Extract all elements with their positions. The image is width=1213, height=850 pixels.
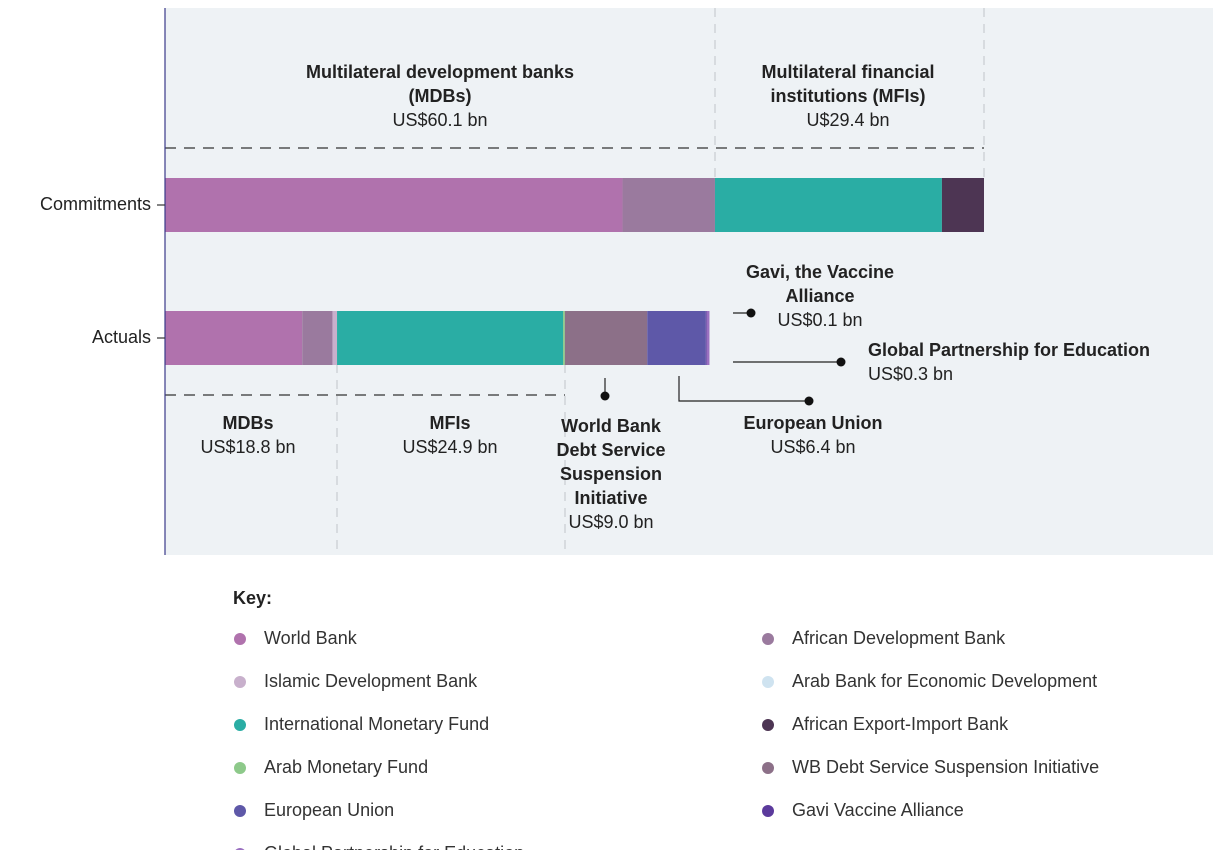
plot-background bbox=[165, 8, 1213, 555]
legend-label: Gavi Vaccine Alliance bbox=[792, 800, 964, 820]
connector-dot bbox=[600, 391, 610, 401]
legend-label: WB Debt Service Suspension Initiative bbox=[792, 757, 1100, 777]
annotation-title: Multilateral financial institutions (MFI… bbox=[761, 62, 935, 106]
annotation-title: Gavi, the Vaccine Alliance bbox=[745, 262, 895, 306]
legend-item: Gavi Vaccine Alliance bbox=[762, 800, 964, 821]
connector bbox=[678, 376, 808, 402]
legend-item: European Union bbox=[234, 800, 394, 821]
annotation: MDBs US$18.8 bn bbox=[158, 411, 338, 459]
legend-label: Global Partnership for Education bbox=[264, 843, 524, 850]
connector-dot bbox=[746, 308, 756, 318]
legend-item: WB Debt Service Suspension Initiative bbox=[762, 757, 1099, 778]
connectors bbox=[604, 312, 840, 402]
group-dividers bbox=[336, 8, 985, 555]
connector-dot bbox=[836, 357, 846, 367]
legend-label: World Bank bbox=[264, 628, 357, 648]
annotation-value: US$24.9 bn bbox=[402, 437, 498, 457]
legend-swatch bbox=[234, 632, 246, 645]
legend-swatch bbox=[762, 632, 774, 645]
y-tick-label: Commitments bbox=[40, 194, 151, 214]
legend-label: Arab Monetary Fund bbox=[264, 757, 429, 777]
bar-segment bbox=[941, 178, 984, 232]
legend-label: European Union bbox=[264, 800, 395, 820]
legend-swatch bbox=[234, 718, 246, 731]
annotation-title: MDBs bbox=[222, 413, 274, 433]
bar-segment bbox=[302, 311, 333, 365]
legend-swatch bbox=[234, 847, 246, 850]
annotation: European Union US$6.4 bn bbox=[713, 411, 913, 459]
legend-label: African Export-Import Bank bbox=[792, 714, 1009, 734]
legend-label: International Monetary Fund bbox=[264, 714, 490, 734]
y-tick-label: Actuals bbox=[92, 327, 151, 347]
bar-segment bbox=[332, 311, 338, 365]
annotation-title: Multilateral development banks (MDBs) bbox=[305, 62, 575, 106]
bar-segment bbox=[714, 178, 942, 232]
legend-label: Islamic Development Bank bbox=[264, 671, 478, 691]
annotation-value: US$18.8 bn bbox=[200, 437, 296, 457]
annotation-value: US$0.3 bn bbox=[868, 364, 954, 384]
bar-segment bbox=[705, 311, 707, 365]
legend-swatch bbox=[762, 804, 774, 817]
legend-item: International Monetary Fund bbox=[234, 714, 489, 735]
legend-swatch bbox=[762, 718, 774, 731]
annotation: Multilateral financial institutions (MFI… bbox=[728, 60, 968, 132]
annotation: Global Partnership for Education US$0.3 b… bbox=[868, 338, 1208, 386]
annotation: World Bank Debt Service Suspension Initi… bbox=[541, 414, 681, 534]
legend-label: Arab Bank for Economic Development bbox=[792, 671, 1098, 691]
bar-segment bbox=[165, 311, 303, 365]
legend-item: Arab Monetary Fund bbox=[234, 757, 428, 778]
bar-segment bbox=[706, 311, 710, 365]
bar-segment bbox=[647, 311, 706, 365]
legend-swatch bbox=[234, 761, 246, 774]
legend-item: African Development Bank bbox=[762, 628, 1005, 649]
annotation-value: US$6.4 bn bbox=[770, 437, 856, 457]
legend-item: Global Partnership for Education bbox=[234, 843, 524, 850]
annotation-title: World Bank Debt Service Suspension Initi… bbox=[556, 416, 666, 508]
legend-item: African Export-Import Bank bbox=[762, 714, 1008, 735]
bar-segment bbox=[564, 311, 648, 365]
group-brackets bbox=[165, 147, 984, 396]
legend-item: World Bank bbox=[234, 628, 357, 649]
annotation: Multilateral development banks (MDBs) US$… bbox=[290, 60, 590, 132]
annotation-title: Global Partnership for Education bbox=[868, 340, 1151, 360]
legend-title: Key: bbox=[233, 588, 273, 608]
annotation-value: US$0.1 bn bbox=[777, 310, 863, 330]
bars bbox=[165, 178, 984, 365]
annotation: MFIs US$24.9 bn bbox=[360, 411, 540, 459]
bar-segment bbox=[563, 311, 565, 365]
bar-segment bbox=[622, 178, 715, 232]
legend-item: Arab Bank for Economic Development bbox=[762, 671, 1097, 692]
legend-label: African Development Bank bbox=[792, 628, 1006, 648]
legend-item: Islamic Development Bank bbox=[234, 671, 477, 692]
annotation-value: US$9.0 bn bbox=[568, 512, 654, 532]
annotation-value: U$29.4 bn bbox=[806, 110, 890, 130]
annotation: Gavi, the Vaccine Alliance US$0.1 bn bbox=[720, 260, 920, 332]
legend-swatch bbox=[762, 761, 774, 774]
legend-swatch bbox=[234, 804, 246, 817]
connector-dot bbox=[804, 396, 814, 406]
bar-segment bbox=[165, 178, 623, 232]
bar-segment bbox=[337, 311, 564, 365]
annotation-title: European Union bbox=[743, 413, 883, 433]
annotation-title: MFIs bbox=[429, 413, 471, 433]
annotation-value: US$60.1 bn bbox=[392, 110, 488, 130]
legend-swatch bbox=[762, 675, 774, 688]
legend-swatch bbox=[234, 675, 246, 688]
connector-dots bbox=[600, 308, 846, 406]
